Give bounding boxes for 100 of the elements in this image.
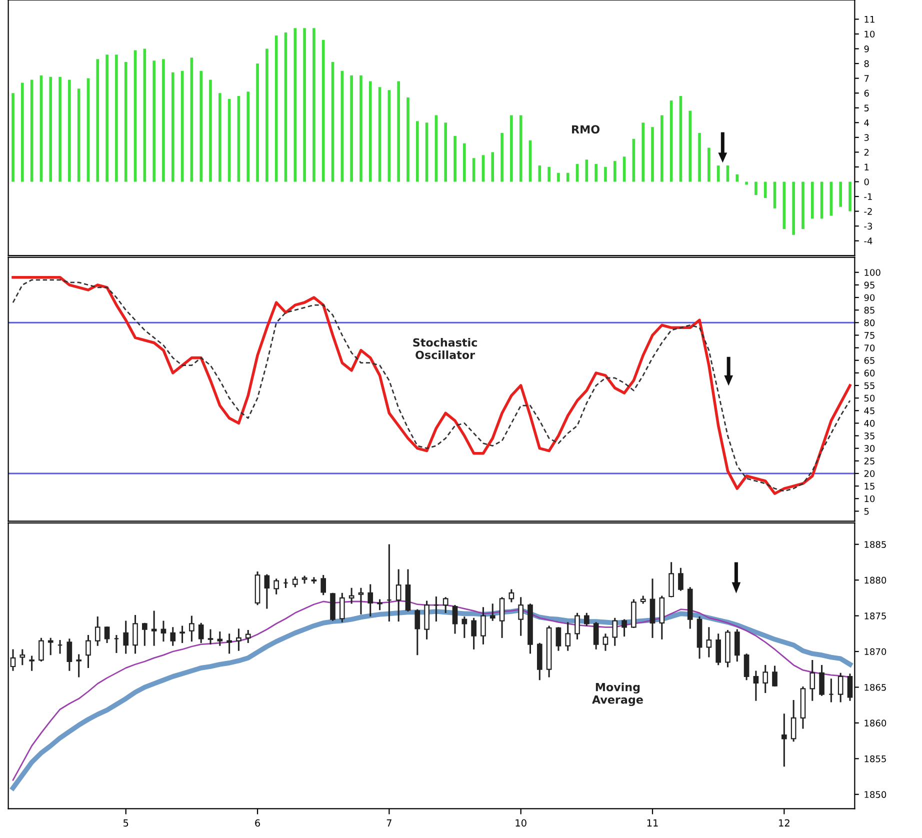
bar [49, 76, 52, 182]
x-tick-label: 7 [386, 819, 392, 826]
y-tick-label: 6 [864, 90, 869, 97]
candlestick [274, 578, 279, 594]
candlestick [217, 631, 223, 646]
y-tick-label: 8 [864, 60, 869, 68]
candlestick [602, 634, 608, 651]
y-tick-label: 75 [864, 332, 874, 339]
bar [360, 75, 362, 182]
candlestick [650, 578, 656, 638]
candlestick [452, 605, 458, 634]
y-tick-label: 1870 [864, 648, 886, 656]
bar [256, 64, 259, 182]
y-tick-label: 1855 [864, 755, 886, 762]
bar [510, 115, 513, 182]
bar [491, 152, 494, 182]
y-tick-label: 1875 [864, 612, 886, 620]
candlestick [198, 622, 204, 643]
candlestick [442, 597, 448, 613]
candlestick [499, 597, 505, 638]
y-tick-label: 10 [864, 495, 875, 502]
bar [557, 172, 560, 182]
bar [613, 161, 616, 182]
candlestick [734, 629, 740, 662]
y-tick-label: 9 [864, 45, 869, 52]
bar [773, 182, 776, 208]
bar [660, 115, 664, 182]
candlestick [414, 609, 420, 656]
y-tick-label: 15 [864, 482, 874, 490]
y-tick-label: 7 [864, 75, 869, 82]
candlestick [132, 615, 138, 654]
y-tick-label: 1885 [864, 541, 886, 548]
candlestick [584, 612, 590, 626]
candlestick [189, 616, 194, 642]
bar [162, 59, 165, 182]
candlestick [490, 604, 496, 621]
y-tick-label: 35 [864, 432, 874, 440]
bar [792, 182, 795, 235]
bar [218, 93, 222, 182]
candlestick [48, 638, 54, 656]
bar [839, 182, 842, 207]
bar [266, 48, 268, 182]
y-tick-label: 2 [864, 148, 869, 156]
candlestick [29, 656, 34, 671]
candlestick [781, 714, 787, 767]
bar [566, 172, 570, 182]
candlestick [94, 616, 100, 646]
annotation: Moving Average [592, 682, 643, 706]
bar [322, 40, 325, 182]
bar [303, 28, 306, 182]
bar [463, 143, 466, 182]
candlestick [819, 665, 824, 696]
x-tick-label: 12 [779, 819, 790, 826]
y-tick-label: 1865 [864, 684, 886, 691]
x-tick-label: 10 [516, 819, 526, 827]
candlestick [123, 620, 129, 654]
candlestick [358, 588, 364, 614]
y-tick-label: 1880 [864, 576, 886, 584]
candlestick [339, 592, 345, 622]
y-tick-label: 85 [864, 306, 874, 314]
bar [538, 165, 542, 182]
y-tick-label: 1 [864, 164, 869, 170]
candlestick [38, 638, 44, 662]
y-tick-label: -1 [864, 193, 872, 200]
candlestick [180, 626, 185, 643]
annotation: Stochastic Oscillator [413, 338, 477, 360]
bar [340, 70, 344, 182]
bar [171, 72, 174, 182]
candlestick [565, 622, 571, 651]
y-tick-label: 70 [864, 344, 875, 352]
bar [209, 80, 212, 182]
candlestick [66, 638, 72, 671]
bar [764, 182, 767, 198]
y-tick-label: 25 [864, 458, 874, 464]
candlestick [612, 618, 618, 646]
bar [698, 132, 701, 182]
bar [350, 75, 353, 182]
candlestick [678, 568, 684, 591]
bar [152, 60, 156, 182]
y-tick-label: 10 [864, 30, 875, 38]
y-tick-label: 5 [864, 104, 869, 112]
candlestick [574, 612, 580, 640]
bar [444, 122, 448, 182]
bar [12, 93, 14, 182]
y-tick-label: 55 [864, 382, 874, 390]
candlestick [76, 654, 82, 678]
y-tick-label: -4 [864, 238, 872, 244]
candlestick [668, 562, 674, 598]
bar [416, 121, 419, 182]
candlestick [838, 672, 844, 702]
candlestick [292, 576, 298, 588]
bar [397, 81, 400, 182]
candlestick [480, 607, 486, 644]
y-tick-label: -3 [864, 222, 872, 230]
candlestick [716, 634, 721, 666]
candlestick [320, 575, 326, 596]
bar [368, 81, 372, 182]
candlestick [847, 674, 853, 701]
bar [736, 174, 739, 182]
candlestick [20, 649, 26, 666]
